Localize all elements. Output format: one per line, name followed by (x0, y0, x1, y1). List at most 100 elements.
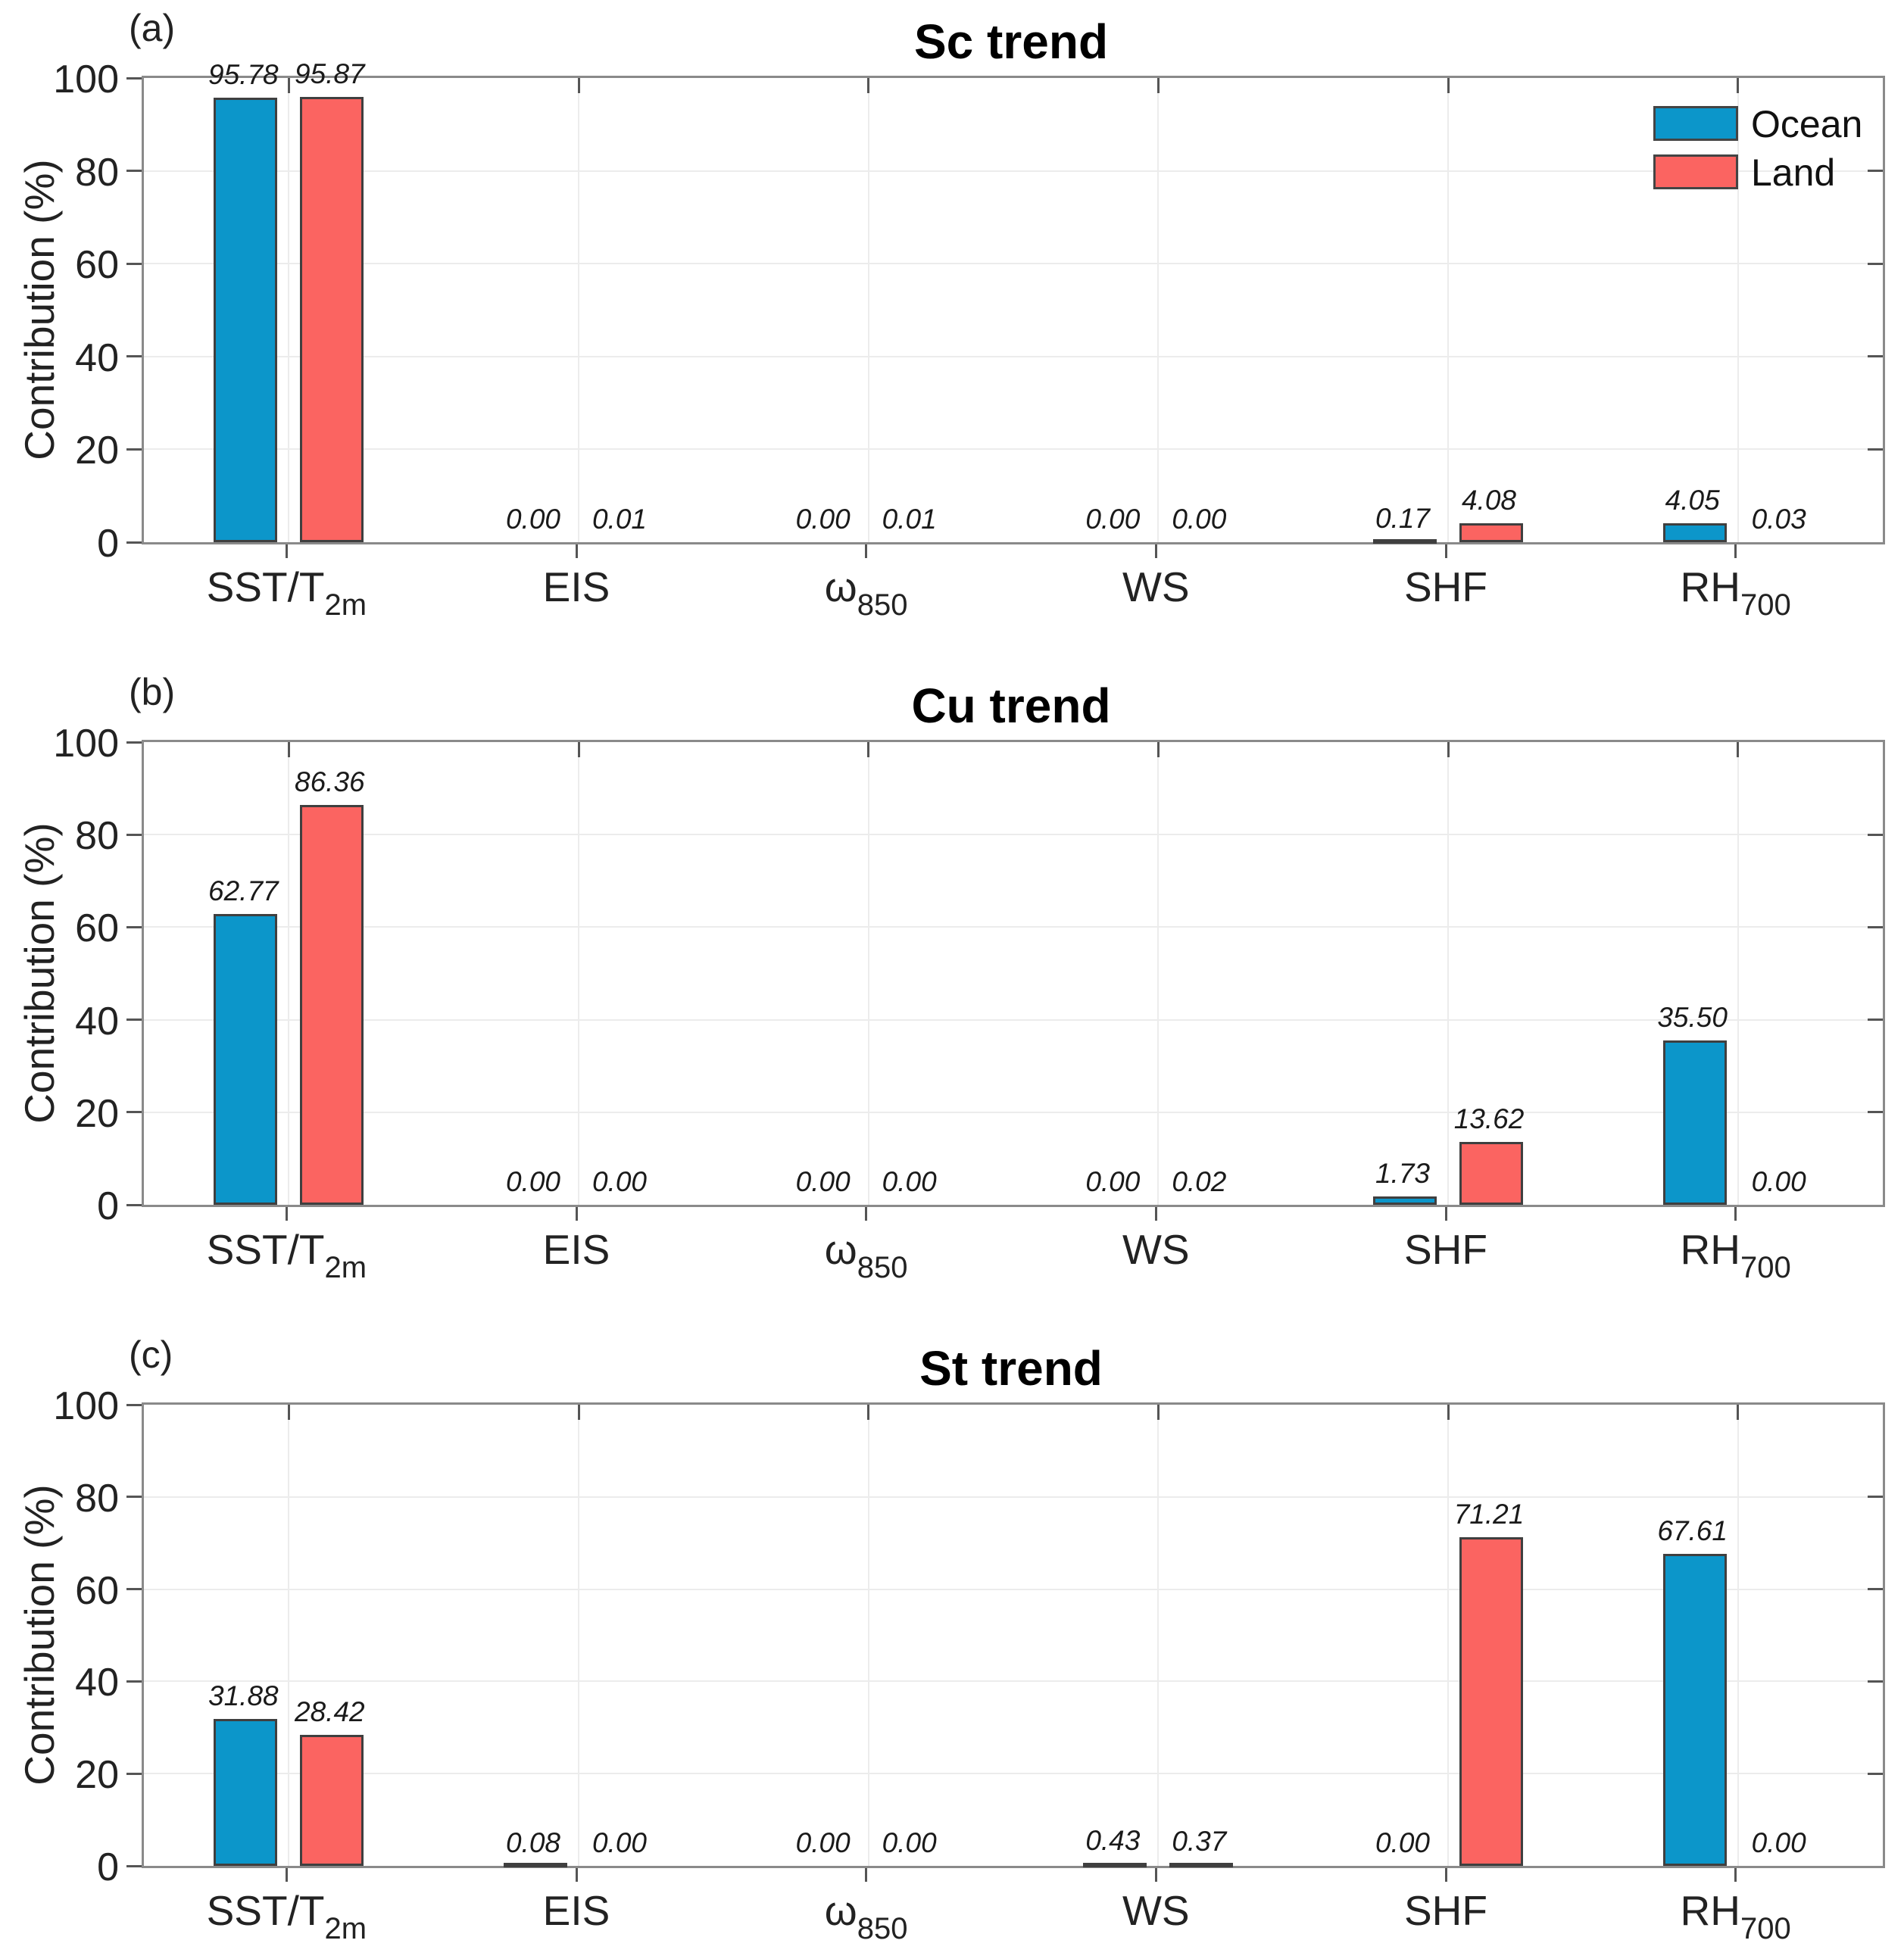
x-tick-mark (1734, 544, 1737, 558)
y-tick-mark (126, 1496, 142, 1499)
ocean-bar (1662, 1040, 1727, 1205)
gridline-vertical (578, 78, 579, 542)
panel-letter: (b) (129, 671, 176, 713)
x-tick-mark (865, 1868, 868, 1882)
x-tick-label-base: WS (1122, 1226, 1190, 1273)
top-tick-mark (1737, 742, 1740, 757)
x-tick-label-base: ω (824, 563, 857, 610)
right-tick-mark (1868, 925, 1883, 928)
gridline-horizontal (144, 1111, 1883, 1113)
x-tick-mark (575, 544, 578, 558)
gridline-horizontal (144, 926, 1883, 928)
x-tick-label: RH700 (1569, 1225, 1902, 1284)
gridline-vertical (867, 1405, 869, 1866)
panel-title: Cu trend (911, 678, 1111, 733)
gridline-vertical (288, 1405, 290, 1866)
value-label: 95.78 (208, 58, 279, 90)
x-tick-label-subscript: 2m (324, 1912, 367, 1945)
value-label: 1.73 (1375, 1158, 1430, 1190)
x-tick-mark (1154, 1207, 1157, 1221)
top-tick-mark (1737, 78, 1740, 93)
panel-letter: (c) (129, 1334, 173, 1376)
y-tick-mark (126, 833, 142, 836)
value-label: 0.00 (1172, 504, 1227, 535)
value-label: 35.50 (1657, 1002, 1728, 1034)
x-tick-label-base: WS (1122, 563, 1190, 610)
ocean-bar (1662, 523, 1727, 542)
ocean-bar (1373, 539, 1437, 544)
gridline-vertical (1447, 742, 1449, 1205)
x-tick-mark (285, 1207, 288, 1221)
x-tick-label: SST/T2m (120, 1225, 453, 1284)
y-tick-mark (126, 76, 142, 80)
x-tick-label-base: SHF (1404, 563, 1487, 610)
x-tick-label-base: RH (1680, 563, 1740, 610)
top-tick-mark (287, 78, 290, 93)
gridline-horizontal (144, 1496, 1883, 1498)
y-tick-mark (126, 1203, 142, 1206)
y-tick-label: 80 (75, 150, 119, 195)
top-tick-mark (1447, 1405, 1450, 1420)
y-tick-label: 20 (75, 1753, 119, 1798)
right-tick-mark (1868, 448, 1883, 451)
value-label: 0.00 (882, 1166, 937, 1197)
x-tick-mark (1154, 544, 1157, 558)
y-tick-label: 80 (75, 1476, 119, 1521)
value-label: 71.21 (1453, 1499, 1525, 1530)
top-tick-mark (1156, 1405, 1160, 1420)
gridline-horizontal (144, 170, 1883, 172)
x-tick-label: RH700 (1569, 563, 1902, 622)
y-tick-mark (126, 1111, 142, 1114)
value-label: 0.00 (795, 1166, 851, 1197)
land-bar (1459, 1537, 1523, 1866)
y-tick-label: 40 (75, 1661, 119, 1705)
right-tick-mark (1868, 1772, 1883, 1775)
y-tick-mark (126, 925, 142, 928)
land-bar (300, 805, 364, 1205)
value-label: 28.42 (295, 1695, 365, 1727)
value-label: 0.00 (1375, 1827, 1430, 1858)
y-tick-label: 0 (97, 1845, 119, 1889)
gridline-horizontal (144, 1588, 1883, 1590)
top-tick-mark (1447, 742, 1450, 757)
panel-title: Sc trend (913, 14, 1109, 69)
x-tick-label-base: SST/T (206, 1887, 325, 1934)
land-bar (300, 97, 364, 542)
y-tick-label: 60 (75, 906, 119, 951)
x-tick-label-base: SST/T (206, 1226, 325, 1273)
y-tick-label: 100 (53, 1384, 119, 1428)
x-tick-label-subscript: 850 (857, 1912, 908, 1945)
value-label: 0.00 (505, 1166, 560, 1197)
top-tick-mark (287, 742, 290, 757)
gridline-vertical (1157, 1405, 1160, 1866)
x-tick-label-base: SHF (1404, 1887, 1487, 1934)
top-tick-mark (577, 1405, 580, 1420)
value-label: 0.43 (1085, 1825, 1141, 1857)
ocean-bar (214, 1718, 278, 1866)
y-tick-mark (126, 1588, 142, 1591)
gridline-horizontal (144, 448, 1883, 451)
top-tick-mark (577, 78, 580, 93)
gridline-vertical (867, 78, 869, 542)
x-tick-mark (1444, 1868, 1447, 1882)
y-tick-label: 100 (53, 58, 119, 101)
value-label: 13.62 (1453, 1103, 1525, 1134)
value-label: 0.00 (591, 1166, 647, 1197)
x-tick-label-base: RH (1680, 1887, 1740, 1934)
x-tick-label-base: EIS (542, 563, 610, 610)
right-tick-mark (1868, 1496, 1883, 1499)
gridline-vertical (1447, 1405, 1449, 1866)
y-tick-mark (126, 1018, 142, 1022)
ocean-bar (214, 914, 278, 1205)
x-tick-label: EIS (410, 563, 743, 611)
gridline-horizontal (144, 1680, 1883, 1683)
value-label: 95.87 (295, 58, 365, 90)
x-tick-label: EIS (410, 1225, 743, 1274)
value-label: 0.00 (1085, 1166, 1141, 1197)
land-bar (1459, 523, 1523, 542)
value-label: 0.00 (882, 1827, 937, 1858)
value-label: 0.00 (795, 1827, 851, 1858)
y-tick-label: 0 (97, 522, 119, 566)
value-label: 0.17 (1375, 502, 1430, 534)
